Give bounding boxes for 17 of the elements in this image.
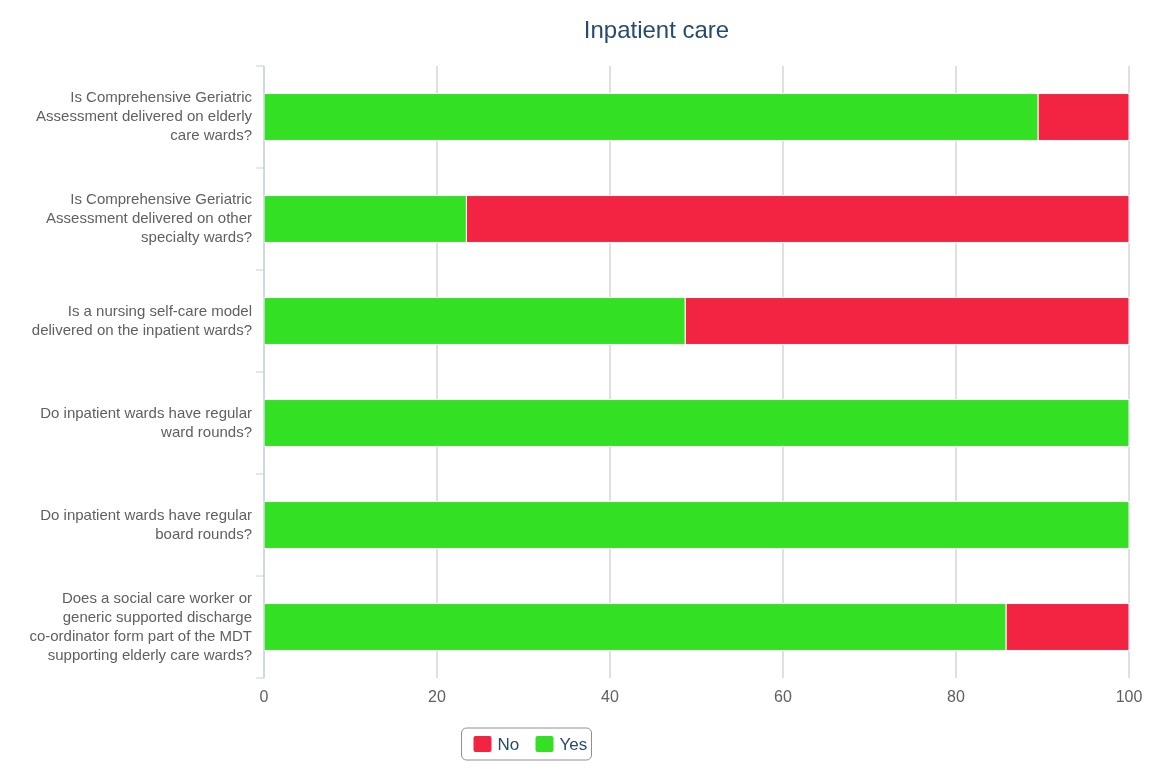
x-tick-label: 80 bbox=[947, 688, 965, 705]
bar bbox=[263, 501, 1130, 549]
x-tick-label: 100 bbox=[1115, 688, 1143, 705]
legend-label: Yes bbox=[559, 735, 588, 754]
x-tick-label: 60 bbox=[774, 688, 792, 705]
y-tick-label: Is a nursing self-care model delivered on the inpatient wards? bbox=[31, 301, 252, 338]
y-tick-label: Do inpatient wards have regular board rounds? bbox=[40, 505, 252, 542]
bar bbox=[263, 399, 1130, 447]
x-tick-label: 0 bbox=[259, 688, 269, 705]
x-tick-label: 20 bbox=[428, 688, 446, 705]
y-tick-label: Is Comprehensive Geriatric Assessment delivered on other specialty wards? bbox=[46, 189, 253, 245]
y-tick-label: Does a social care worker or generic supported discharge co-ordinator form part of the MDT supporting elderly care wards? bbox=[29, 588, 252, 663]
y-tick-label: Is Comprehensive Geriatric Assessment delivered on elderly care wards? bbox=[36, 87, 253, 143]
legend-label: No bbox=[497, 735, 520, 754]
x-tick-label: 40 bbox=[601, 688, 619, 705]
y-tick-label: Do inpatient wards have regular ward rounds? bbox=[40, 403, 252, 440]
chart-title: Inpatient care bbox=[583, 16, 730, 43]
